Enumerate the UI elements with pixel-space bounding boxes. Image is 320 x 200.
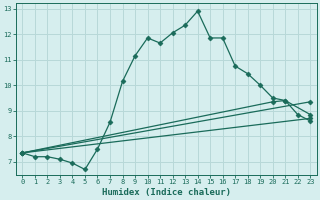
X-axis label: Humidex (Indice chaleur): Humidex (Indice chaleur) [102,188,231,197]
